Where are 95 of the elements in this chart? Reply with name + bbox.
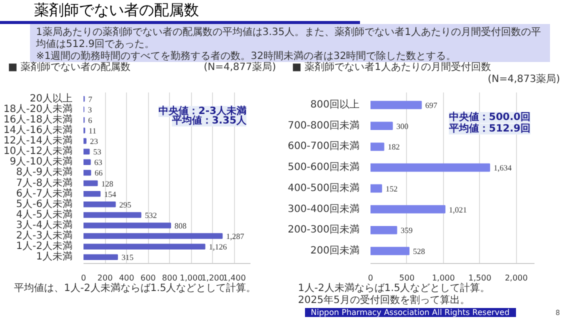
data-label: 3: [88, 105, 92, 114]
y-tick-label: 1人-2人未満: [16, 240, 73, 252]
y-tick-label: 3人-4人未満: [16, 219, 73, 231]
bar: [84, 180, 98, 186]
y-tick-label: 700-800回未満: [288, 119, 360, 132]
text: Nippon Pharmacy Association All Rights Reserved: [304, 308, 516, 317]
bar: [84, 148, 90, 154]
bar: [370, 184, 382, 193]
y-tick-label: 12人-14人未満: [3, 134, 73, 147]
chart-title: ■ 薬剤師でない者の配属数: [8, 62, 131, 74]
x-tick-label: 600: [140, 274, 156, 282]
y-tick-label: 1人未満: [36, 250, 73, 263]
y-tick-label: 5人-6人未満: [16, 198, 73, 210]
x-tick-label: 1,200: [201, 274, 224, 282]
data-label: 1,287: [226, 232, 244, 242]
bar: [370, 122, 393, 130]
annotation: 中央値：500.0回: [448, 111, 531, 124]
bar: [84, 170, 92, 176]
data-label: 295: [119, 200, 132, 210]
data-label: 300: [396, 122, 408, 131]
bar: [84, 159, 91, 166]
text: 平均値は、1人-2人未満ならば1.5人などとして計算。: [14, 283, 256, 295]
y-tick-label: 16人-18人未満: [3, 113, 73, 126]
bar: [84, 233, 223, 239]
x-tick-label: 800: [162, 274, 178, 282]
text: ※1週間の勤務時間のすべてを勤務する者の数。32時間未満の者は32時間で除した数とする。: [36, 51, 456, 62]
y-tick-label: 18人-20人未満: [3, 102, 73, 115]
data-label: 532: [144, 210, 157, 220]
bar: [84, 244, 206, 250]
bar: [370, 100, 422, 110]
data-label: 6: [88, 116, 92, 125]
x-tick-label: 1,000: [180, 274, 203, 282]
y-tick-label: 20人以上: [30, 92, 73, 104]
y-tick-label: 2人-3人未満: [16, 230, 73, 242]
bar: [84, 254, 118, 260]
data-label: 697: [425, 101, 438, 110]
data-label: 315: [121, 253, 134, 262]
text: 1人-2人未満ならば1.5人などとして計算。: [298, 283, 490, 294]
y-tick-label: 600-700回未満: [288, 140, 360, 152]
x-tick-label: 500: [399, 274, 415, 282]
y-tick-label: 7人-8人未満: [16, 176, 73, 189]
y-tick-label: 10人-12人未満: [3, 145, 73, 158]
chart-title: ■ 薬剤師でない者1人あたりの月間受付回数: [292, 62, 491, 74]
y-tick-label: 200-300回未満: [288, 224, 360, 236]
data-label: 808: [174, 222, 187, 230]
annotation: 平均値：3.35人: [170, 114, 248, 126]
data-label: 152: [386, 184, 398, 194]
y-tick-label: 500-600回未満: [288, 161, 360, 174]
y-tick-label: 200回未満: [310, 244, 360, 256]
y-tick-label: 400-500回未満: [288, 182, 360, 194]
data-label: 23: [90, 137, 98, 146]
y-tick-label: 8人-9人未満: [16, 166, 73, 178]
x-tick-label: 1,400: [222, 274, 246, 282]
data-label: 154: [104, 190, 116, 199]
x-tick-label: 1,500: [468, 274, 492, 282]
bar: [84, 190, 101, 197]
x-tick-label: 400: [118, 274, 134, 282]
bar: [84, 212, 142, 218]
y-tick-label: 14人-16人未満: [3, 124, 73, 136]
bar: [370, 205, 446, 214]
bar: [84, 138, 86, 144]
data-label: 1,021: [448, 205, 467, 214]
y-tick-label: 800回以上: [310, 98, 360, 111]
data-label: 528: [412, 246, 425, 256]
y-tick-label: 4人-5人未満: [16, 208, 73, 220]
bar: [370, 246, 410, 256]
text: 2025年5月の受付回数を割って算出。: [298, 295, 470, 306]
data-label: 63: [94, 158, 102, 168]
data-label: 359: [400, 226, 413, 236]
data-label: 1,126: [208, 242, 227, 252]
text: 1薬局あたりの薬剤師でない者の配属数の平均値は3.35人。また、薬剤師でない者1人あたりの月間受付回数の平均値は512.9回であった。: [36, 27, 541, 50]
text: (N=4,873薬局): [488, 74, 560, 86]
x-tick-label: 0: [80, 274, 86, 282]
bar: [370, 163, 490, 172]
x-tick-label: 0: [368, 274, 374, 282]
bar: [84, 202, 116, 208]
data-label: 182: [388, 142, 400, 152]
bar: [370, 142, 384, 151]
text: 薬剤師でない者の配属数: [34, 0, 199, 21]
data-label: 128: [101, 179, 114, 188]
data-label: 7: [88, 94, 92, 104]
x-tick-label: 1,000: [432, 274, 455, 282]
bar: [84, 222, 172, 228]
data-label: 66: [94, 168, 103, 178]
y-tick-label: 6人-7人未満: [16, 187, 73, 200]
y-tick-label: 9人-10人未満: [10, 156, 73, 168]
text: (N=4,877薬局): [204, 62, 276, 74]
x-tick-label: 2,000: [504, 274, 528, 282]
data-label: 1,634: [494, 164, 512, 173]
annotation: 平均値：512.9回: [448, 122, 531, 134]
y-tick-label: 300-400回未満: [288, 202, 360, 215]
bar: [370, 226, 398, 234]
data-label: 53: [93, 148, 102, 157]
x-tick-label: 200: [97, 274, 113, 282]
data-label: 11: [88, 126, 96, 136]
